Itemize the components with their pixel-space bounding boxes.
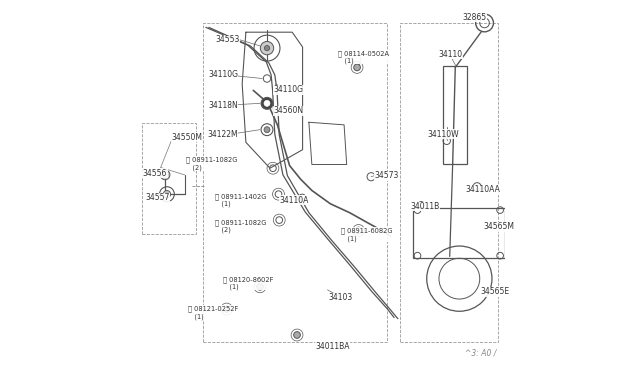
Circle shape — [354, 64, 360, 71]
Text: 34110: 34110 — [438, 50, 463, 59]
Circle shape — [264, 100, 270, 106]
Circle shape — [223, 306, 230, 312]
Text: 34553: 34553 — [216, 35, 240, 44]
Circle shape — [163, 190, 171, 198]
Text: 34573: 34573 — [375, 171, 399, 180]
Bar — [444, 65, 467, 164]
Text: ^3: A0 /: ^3: A0 / — [465, 348, 496, 357]
Text: 34103: 34103 — [328, 294, 353, 302]
Text: 34110A: 34110A — [279, 196, 308, 205]
Text: 34011BA: 34011BA — [316, 341, 350, 350]
Text: 34110G: 34110G — [274, 85, 303, 94]
Circle shape — [257, 283, 263, 290]
Bar — [400, 23, 498, 341]
Text: Ⓑ 08114-0502A
   (1): Ⓑ 08114-0502A (1) — [338, 50, 388, 64]
Text: Ⓝ 08911-1082G
   (2): Ⓝ 08911-1082G (2) — [186, 157, 237, 171]
Circle shape — [264, 127, 270, 133]
Text: 34110G: 34110G — [208, 70, 238, 79]
Text: 34557: 34557 — [145, 193, 170, 202]
Text: Ⓑ 08121-0252F
   (1): Ⓑ 08121-0252F (1) — [188, 306, 239, 320]
Text: 34122M: 34122M — [207, 130, 238, 140]
Text: 34110W: 34110W — [428, 129, 459, 139]
Text: 34550M: 34550M — [172, 132, 203, 142]
Text: 34011B: 34011B — [411, 202, 440, 211]
Text: 34118N: 34118N — [208, 101, 238, 110]
Text: 34556: 34556 — [143, 169, 167, 177]
Circle shape — [264, 45, 269, 51]
Text: Ⓝ 08911-1402G
   (1): Ⓝ 08911-1402G (1) — [216, 193, 267, 207]
Text: 34565E: 34565E — [481, 287, 509, 296]
Circle shape — [260, 41, 274, 55]
Text: Ⓑ 08120-8602F
   (1): Ⓑ 08120-8602F (1) — [223, 276, 273, 290]
Text: 32865: 32865 — [463, 13, 487, 22]
Circle shape — [261, 97, 273, 109]
Text: Ⓝ 08911-6082G
   (1): Ⓝ 08911-6082G (1) — [342, 228, 393, 242]
Text: 34565M: 34565M — [484, 222, 515, 231]
Text: Ⓝ 08911-1082G
   (2): Ⓝ 08911-1082G (2) — [216, 219, 267, 233]
Bar — [413, 208, 506, 258]
Text: 34560N: 34560N — [274, 106, 304, 115]
Bar — [204, 23, 387, 341]
Bar — [142, 123, 196, 234]
Circle shape — [294, 332, 300, 338]
Text: 34110AA: 34110AA — [466, 185, 500, 194]
Circle shape — [160, 170, 170, 180]
